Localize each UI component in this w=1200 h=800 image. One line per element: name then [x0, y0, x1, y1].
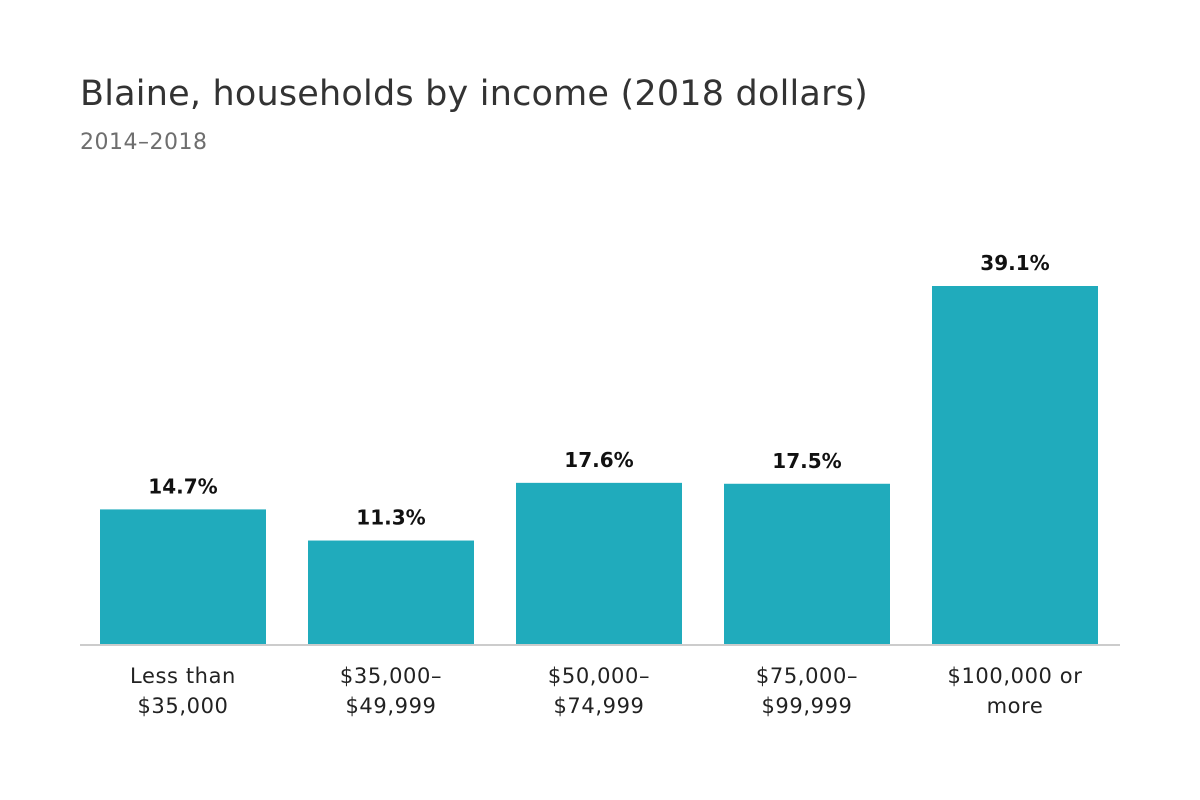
- bar-value-label: 14.7%: [148, 474, 217, 498]
- category-label-line: $100,000 or: [947, 664, 1083, 688]
- chart-subtitle: 2014–2018: [80, 130, 208, 155]
- bar-1: [308, 540, 474, 644]
- category-label: $50,000– $74,999: [504, 661, 694, 721]
- category-label-line: $35,000: [137, 694, 229, 718]
- chart-title: Blaine, households by income (2018 dolla…: [80, 74, 868, 114]
- bar-3: [724, 483, 890, 644]
- category-label-line: $99,999: [761, 694, 853, 718]
- bar-value-label: 39.1%: [980, 251, 1049, 275]
- category-label: $100,000 or more: [920, 661, 1110, 721]
- category-label-line: Less than: [130, 664, 236, 688]
- category-label: Less than $35,000: [88, 661, 278, 721]
- bar-value-label: 17.6%: [564, 448, 633, 472]
- category-label: $75,000– $99,999: [712, 661, 902, 721]
- bar-value-label: 17.5%: [772, 449, 841, 473]
- category-label-line: $74,999: [553, 694, 645, 718]
- category-label: $35,000– $49,999: [296, 661, 486, 721]
- bar-value-label: 11.3%: [356, 506, 425, 530]
- bar-0: [100, 509, 266, 644]
- bar-2: [516, 482, 682, 644]
- category-label-line: $49,999: [345, 694, 437, 718]
- bar-4: [932, 286, 1098, 644]
- category-label-line: $35,000–: [339, 664, 443, 688]
- category-label-line: $50,000–: [547, 664, 651, 688]
- category-label-line: more: [986, 694, 1044, 718]
- category-label-line: $75,000–: [755, 664, 859, 688]
